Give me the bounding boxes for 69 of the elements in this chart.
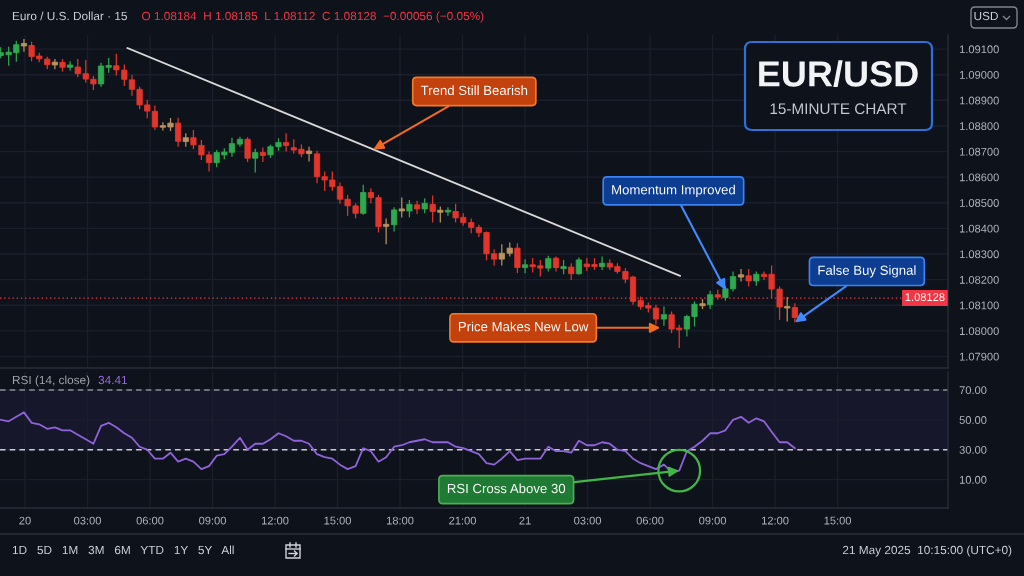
y-tick-label: 1.08300 [959,250,999,259]
candlestick [391,206,398,233]
x-tick-label: 12:00 [762,516,789,525]
candlestick [383,217,390,245]
candlestick [51,58,58,70]
candlestick [259,146,266,163]
text: 15-MINUTE CHART [770,103,907,115]
x-tick-label: 06:00 [636,516,664,525]
candlestick [398,196,405,219]
x-tick-label: 21 [519,516,531,525]
x-tick-label: 03:00 [574,516,602,525]
x-tick-label: 09:00 [699,516,727,525]
annotation: Price Makes New Low [458,321,589,332]
x-tick-label: 06:00 [136,516,164,525]
y-tick-label: 1.08600 [959,173,999,182]
y-tick-label: 1.09100 [959,45,999,54]
candlestick [521,258,529,274]
x-tick-label: 18:00 [386,516,414,525]
y-tick-label: 70.00 [959,386,987,395]
text: O 1.08184 H 1.08185 L 1.08112 C 1.08128 −0.00056 (−0.05%) [142,11,484,23]
candlestick [67,60,74,72]
y-tick-label: 1.08800 [959,122,999,131]
candlestick [175,117,182,148]
y-tick-label: 10.00 [959,475,987,484]
candlestick [283,132,290,153]
candlestick [599,255,606,271]
candlestick [514,242,521,274]
text: EUR/USD [759,60,918,88]
candlestick [429,194,436,224]
x-tick-label: 09:00 [199,516,226,525]
candlestick [791,302,798,324]
y-tick-label: 1.08000 [959,327,999,335]
y-tick-label: 50.00 [959,416,987,424]
annotation: 34.41 [98,375,128,385]
candlestick [360,184,367,216]
x-tick-label: 20 [19,516,31,525]
candlestick [660,305,668,327]
chart-title: RSI (14, close) [12,375,90,387]
candlestick [737,268,745,283]
annotation: Trend Still Bearish [420,85,528,96]
ref-line-label: 1.08128 [905,293,945,302]
annotation: False Buy Signal [818,265,916,278]
text: 21 May 2025 10:15:00 (UTC+0) [842,545,1012,557]
candlestick [252,148,259,174]
y-tick-label: 1.08100 [959,301,999,310]
y-tick-label: 30.00 [959,445,987,454]
y-tick-label: 1.07900 [959,352,999,361]
candlestick [444,206,452,217]
candlestick [20,38,28,53]
x-tick-label: 15:00 [824,516,852,525]
x-tick-label: 15:00 [324,516,351,525]
candlestick [305,146,313,163]
annotation: Momentum Improved [612,184,735,198]
text: Euro / U.S. Dollar · 15 [12,11,127,21]
y-tick-label: 1.08700 [959,147,999,156]
x-tick-label: 12:00 [261,516,289,525]
candlestick [244,136,251,163]
y-tick-label: 1.08200 [959,275,999,284]
x-tick-label: 03:00 [74,516,101,525]
text: USD [974,11,998,21]
y-tick-label: 1.08900 [959,96,999,105]
y-tick-label: 1.08400 [959,224,999,233]
y-tick-label: 1.09000 [959,70,999,79]
y-tick-label: 1.08500 [959,199,999,207]
candlestick [784,296,791,323]
text: 1D 5D 1M 3M 6M YTD 1Y 5Y All [12,545,234,555]
x-tick-label: 21:00 [449,516,477,525]
annotation: RSI Cross Above 30 [447,483,566,494]
candlestick [707,290,714,310]
